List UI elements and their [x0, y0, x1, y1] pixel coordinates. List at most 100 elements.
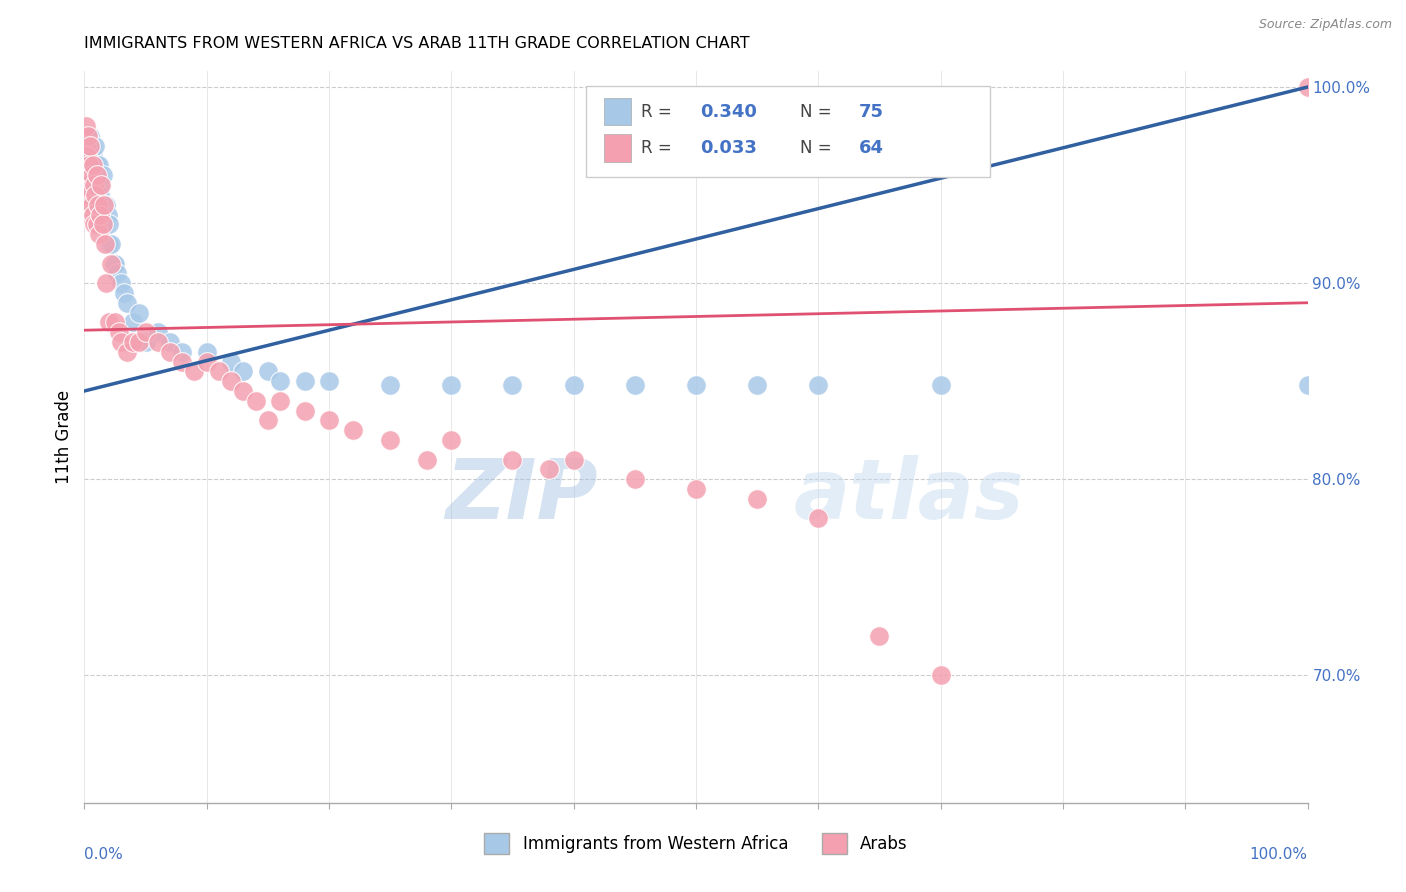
Point — [440, 378, 463, 392]
Point — [96, 276, 118, 290]
Point — [219, 354, 242, 368]
Text: R =: R = — [641, 103, 676, 120]
Point — [86, 169, 108, 183]
Point — [294, 374, 316, 388]
Point — [77, 187, 100, 202]
Text: N =: N = — [800, 139, 837, 157]
Text: 0.0%: 0.0% — [84, 847, 124, 862]
Point — [86, 197, 108, 211]
Legend: Immigrants from Western Africa, Arabs: Immigrants from Western Africa, Arabs — [478, 827, 914, 860]
FancyBboxPatch shape — [605, 98, 631, 126]
Point — [342, 423, 364, 437]
Point — [91, 197, 114, 211]
Point — [104, 315, 127, 329]
Point — [159, 334, 181, 349]
Point — [79, 129, 101, 144]
Point — [146, 325, 169, 339]
Point — [112, 285, 135, 300]
Point — [89, 178, 111, 193]
Point — [1296, 378, 1319, 392]
Point — [807, 511, 830, 525]
Point — [183, 364, 205, 378]
Point — [128, 305, 150, 319]
Point — [93, 207, 115, 221]
Text: 64: 64 — [859, 139, 883, 157]
Point — [747, 491, 769, 506]
Point — [440, 433, 463, 447]
Point — [89, 207, 111, 221]
Point — [94, 217, 117, 231]
Point — [77, 159, 100, 173]
Point — [86, 178, 108, 193]
Point — [97, 315, 120, 329]
Point — [77, 187, 100, 202]
Point — [269, 374, 291, 388]
Point — [135, 325, 157, 339]
Point — [115, 295, 138, 310]
Point — [80, 169, 103, 183]
Point — [82, 207, 104, 221]
Point — [90, 207, 112, 221]
Point — [107, 325, 129, 339]
Point — [82, 197, 104, 211]
Point — [79, 159, 101, 173]
Point — [208, 364, 231, 378]
Point — [91, 169, 114, 183]
Point — [929, 378, 952, 392]
Point — [172, 354, 194, 368]
Point — [87, 197, 110, 211]
Point — [318, 413, 340, 427]
Point — [104, 256, 127, 270]
Point — [83, 178, 105, 193]
Point — [929, 668, 952, 682]
Point — [86, 217, 108, 231]
Point — [79, 139, 101, 153]
Point — [502, 378, 524, 392]
Point — [77, 139, 100, 153]
Point — [76, 149, 98, 163]
Text: Source: ZipAtlas.com: Source: ZipAtlas.com — [1258, 18, 1392, 31]
Text: 100.0%: 100.0% — [1250, 847, 1308, 862]
Text: 0.033: 0.033 — [700, 139, 756, 157]
Point — [94, 236, 117, 251]
Point — [110, 334, 132, 349]
Point — [77, 159, 100, 173]
FancyBboxPatch shape — [586, 86, 990, 178]
Point — [77, 169, 100, 183]
Point — [128, 334, 150, 349]
Point — [83, 217, 105, 231]
Point — [624, 378, 647, 392]
Point — [172, 344, 194, 359]
Point — [84, 187, 107, 202]
Point — [685, 378, 707, 392]
Point — [83, 159, 105, 173]
Point — [219, 374, 242, 388]
Point — [562, 452, 585, 467]
Point — [79, 187, 101, 202]
Point — [502, 452, 524, 467]
Point — [807, 378, 830, 392]
Point — [86, 159, 108, 173]
Point — [75, 139, 97, 153]
Point — [269, 393, 291, 408]
Point — [685, 482, 707, 496]
Point — [82, 149, 104, 163]
Point — [869, 629, 891, 643]
Point — [97, 236, 120, 251]
Point — [538, 462, 561, 476]
Point — [84, 139, 107, 153]
Point — [83, 169, 105, 183]
Point — [80, 197, 103, 211]
Text: 75: 75 — [859, 103, 883, 120]
Point — [146, 334, 169, 349]
Point — [562, 378, 585, 392]
Point — [75, 120, 97, 134]
Point — [257, 413, 280, 427]
Point — [257, 364, 280, 378]
Point — [159, 344, 181, 359]
Text: R =: R = — [641, 139, 676, 157]
Point — [135, 334, 157, 349]
Point — [245, 393, 267, 408]
Text: ZIP: ZIP — [446, 455, 598, 536]
Point — [122, 334, 145, 349]
